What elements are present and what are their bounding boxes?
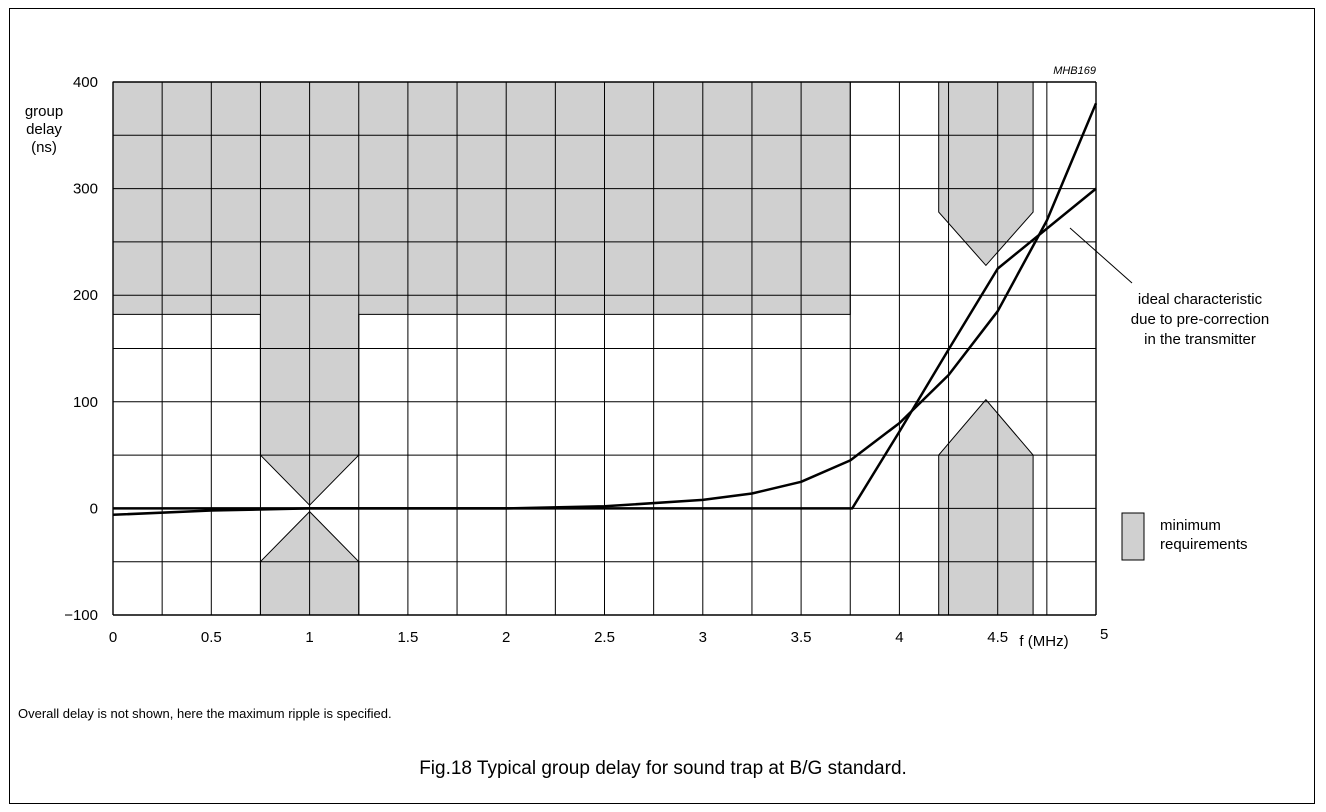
legend-swatch: [1121, 512, 1145, 561]
annotation-text: ideal characteristic: [1138, 291, 1263, 308]
y-tick-label: 300: [73, 181, 98, 198]
x-tick-label: 2.5: [594, 629, 615, 646]
y-axis-title: group: [25, 103, 63, 120]
annotation-leader-line: [1069, 227, 1133, 284]
series-line: [113, 187, 1097, 510]
legend-label: requirements: [1160, 536, 1248, 553]
y-tick-label: 100: [73, 394, 98, 411]
x-tick-label: 1.5: [397, 629, 418, 646]
annotation-text: due to pre-correction: [1131, 311, 1269, 328]
y-tick-label: 400: [73, 74, 98, 91]
y-tick-label: 200: [73, 287, 98, 304]
y-tick-label: 0: [90, 500, 98, 517]
x-tick-label: 3.5: [791, 629, 812, 646]
x-tick-label: 1: [305, 629, 313, 646]
tolerance-regions: [112, 81, 1034, 616]
annotations: ideal characteristic due to pre-correctio…: [1069, 227, 1269, 561]
diagram-code: MHB169: [1053, 65, 1096, 77]
x-tick-label: 3: [699, 629, 707, 646]
x-tick-label: 4: [895, 629, 903, 646]
figure-caption: Fig.18 Typical group delay for sound tra…: [419, 758, 907, 779]
x-tick-label: 2: [502, 629, 510, 646]
x-tick-label: 4.5: [987, 629, 1008, 646]
grid: [112, 81, 1097, 616]
x-axis-title: f (MHz): [1019, 633, 1068, 650]
tolerance-region: [112, 81, 851, 506]
tolerance-region: [938, 398, 1034, 616]
x-tick-label: 5: [1100, 626, 1108, 643]
axis-labels: −100 0 100 200 300 400 0 0.5 1 1.5 2 2.5 3 3.5 4 4.5 5 gr…: [25, 65, 1109, 650]
legend-label: minimum: [1160, 517, 1221, 534]
y-tick-label: −100: [64, 607, 98, 624]
annotation-text: in the transmitter: [1144, 331, 1256, 348]
series-lines: [112, 102, 1098, 517]
tolerance-region: [938, 81, 1034, 267]
y-axis-title: (ns): [31, 139, 57, 156]
x-tick-label: 0.5: [201, 629, 222, 646]
figure-frame: [9, 8, 1315, 804]
y-axis-title: delay: [26, 121, 62, 138]
x-tick-label: 0: [109, 629, 117, 646]
footnote: Overall delay is not shown, here the max…: [18, 706, 392, 721]
group-delay-chart: −100 0 100 200 300 400 0 0.5 1 1.5 2 2.5 3 3.5 4 4.5 5 gr…: [25, 65, 1269, 650]
